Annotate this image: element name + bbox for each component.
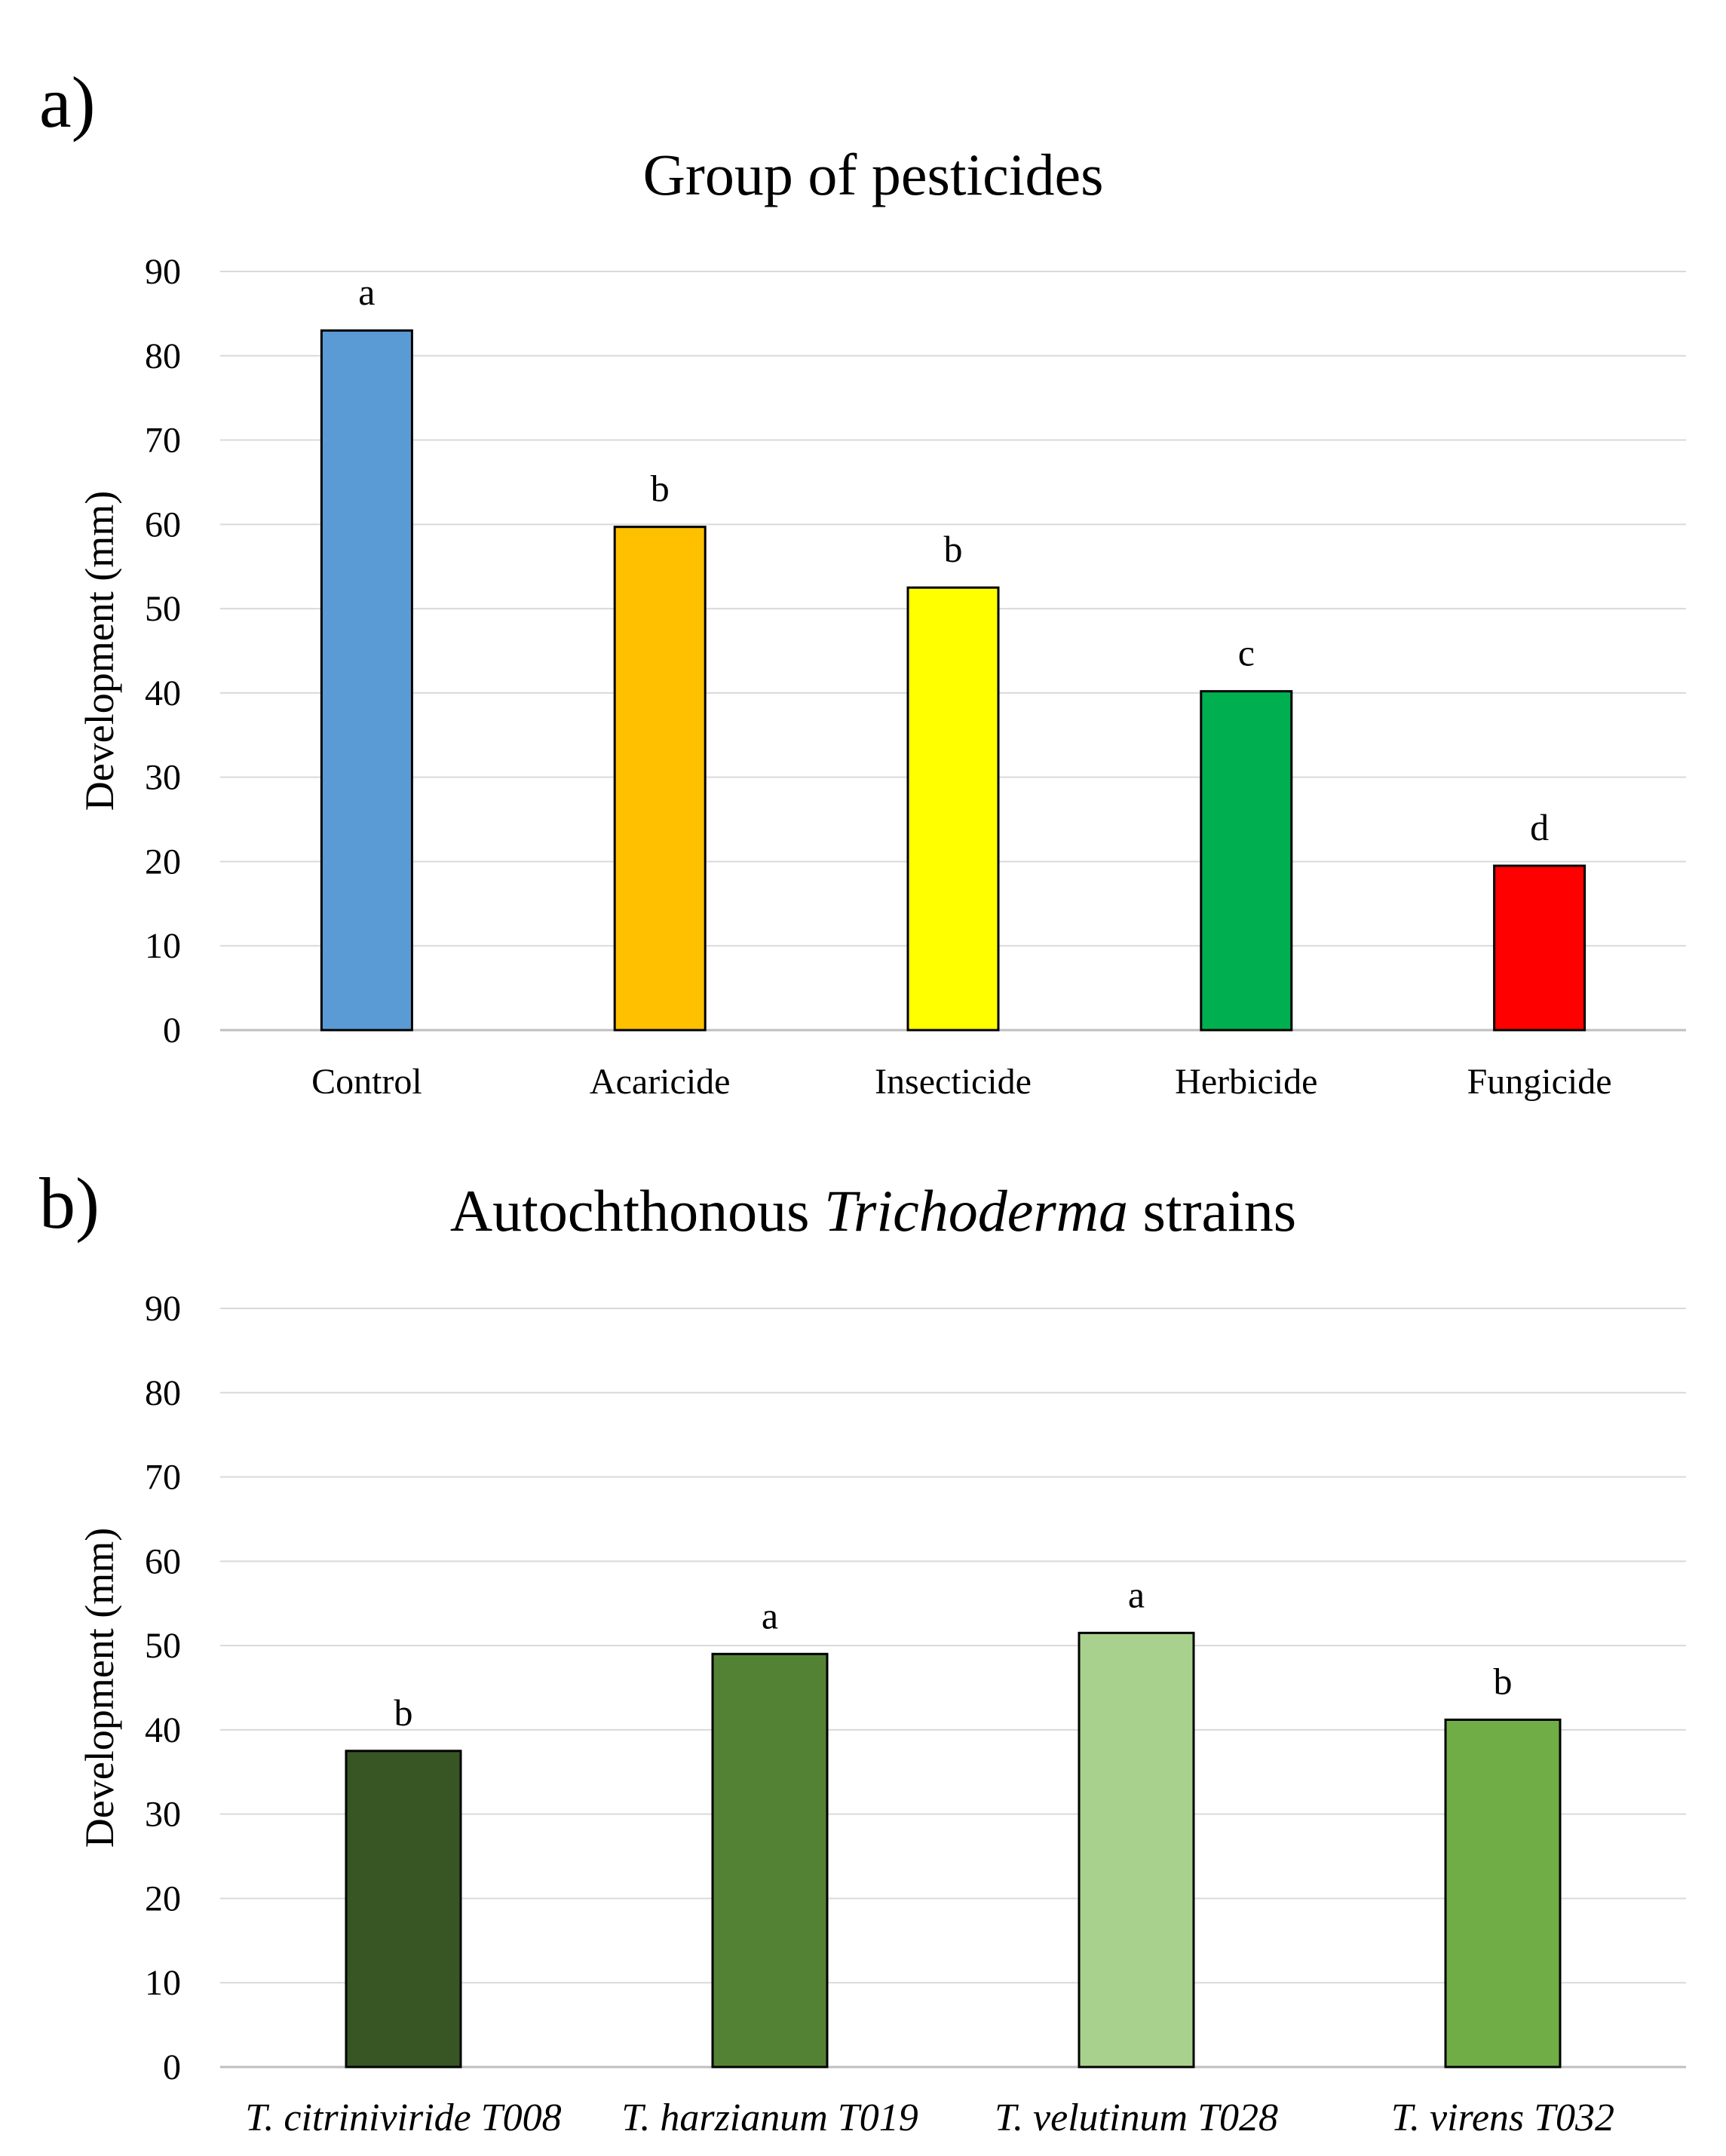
chart-b-ytick-0: 0 [163,2047,181,2087]
chart-a-ytick-40: 40 [145,673,181,713]
chart-b-category-t-harzianum-t019: T. harzianum T019 [621,2096,918,2139]
chart-b-ytick-50: 50 [145,1626,181,1666]
chart-b-category-t-virens-t032: T. virens T032 [1391,2096,1614,2139]
chart-a-ytick-90: 90 [145,252,181,292]
chart-a-ytick-0: 0 [163,1011,181,1050]
chart-b-bar-t-virens-t032 [1444,1718,1562,2069]
chart-a-category-acaricide: Acaricide [590,1062,731,1102]
chart-a-ytick-70: 70 [145,421,181,461]
chart-b-title-part-2: strains [1128,1178,1296,1244]
chart-a-ytick-60: 60 [145,504,181,544]
chart-b-bar-t-harzianum-t019 [711,1652,829,2069]
panel-a-letter: a) [39,62,96,143]
panel-b-letter: b) [39,1163,100,1244]
chart-b-sig-label-t-harzianum-t019: a [762,1594,778,1636]
chart-b-ylabel: Development (mm) [77,1528,122,1848]
chart-b-title-part-0: Autochthonous [450,1178,824,1244]
chart-b-sig-label-t-velutinum-t028: a [1128,1573,1145,1615]
chart-a-ytick-50: 50 [145,589,181,629]
chart-a-sig-label-control: a [358,271,375,313]
chart-a-sig-label-fungicide: d [1530,806,1549,848]
chart-b-ytick-10: 10 [145,1963,181,2003]
chart-b-title: Autochthonous Trichoderma strains [450,1178,1296,1244]
chart-a-category-herbicide: Herbicide [1175,1062,1317,1102]
chart-a: Group of pesticides 0 10 20 30 40 50 60 70 80 90 De… [77,142,1686,1102]
chart-a-ylabel: Development (mm) [77,491,122,811]
chart-b-title-part-1: Trichoderma [824,1178,1128,1244]
chart-a-ytick-80: 80 [145,336,181,376]
chart-b-ytick-60: 60 [145,1541,181,1581]
chart-b: Autochthonous Trichoderma strains 0 10 20 30… [77,1178,1686,2139]
chart-b-category-t-velutinum-t028: T. velutinum T028 [995,2096,1278,2139]
chart-a-title: Group of pesticides [643,142,1104,207]
chart-b-ytick-90: 90 [145,1289,181,1329]
chart-b-ytick-20: 20 [145,1878,181,1918]
chart-a-bar-control [320,329,413,1032]
chart-a-bar-insecticide [906,586,1000,1032]
chart-a-ytick-10: 10 [145,926,181,966]
chart-a-bar-acaricide [613,526,707,1032]
chart-a-category-control: Control [311,1062,422,1102]
chart-a-sig-label-acaricide: b [651,468,670,510]
chart-a-sig-label-insecticide: b [944,528,963,570]
chart-b-bar-t-citriniviride-t008 [345,1750,462,2069]
chart-a-bar-fungicide [1493,864,1587,1032]
chart-a-category-fungicide: Fungicide [1467,1062,1612,1102]
chart-b-ytick-30: 30 [145,1795,181,1835]
chart-b-ytick-70: 70 [145,1458,181,1498]
chart-a-bar-herbicide [1200,690,1293,1032]
chart-b-category-t-citriniviride-t008: T. citriniviride T008 [245,2096,561,2139]
chart-b-ytick-80: 80 [145,1373,181,1413]
chart-b-sig-label-t-virens-t032: b [1494,1660,1513,1702]
chart-a-ytick-20: 20 [145,842,181,882]
chart-a-ytick-30: 30 [145,758,181,798]
chart-a-category-insecticide: Insecticide [875,1062,1032,1102]
chart-b-ytick-40: 40 [145,1710,181,1750]
chart-a-sig-label-herbicide: c [1238,632,1255,674]
chart-b-bar-t-velutinum-t028 [1078,1631,1195,2069]
chart-b-sig-label-t-citriniviride-t008: b [394,1691,413,1734]
